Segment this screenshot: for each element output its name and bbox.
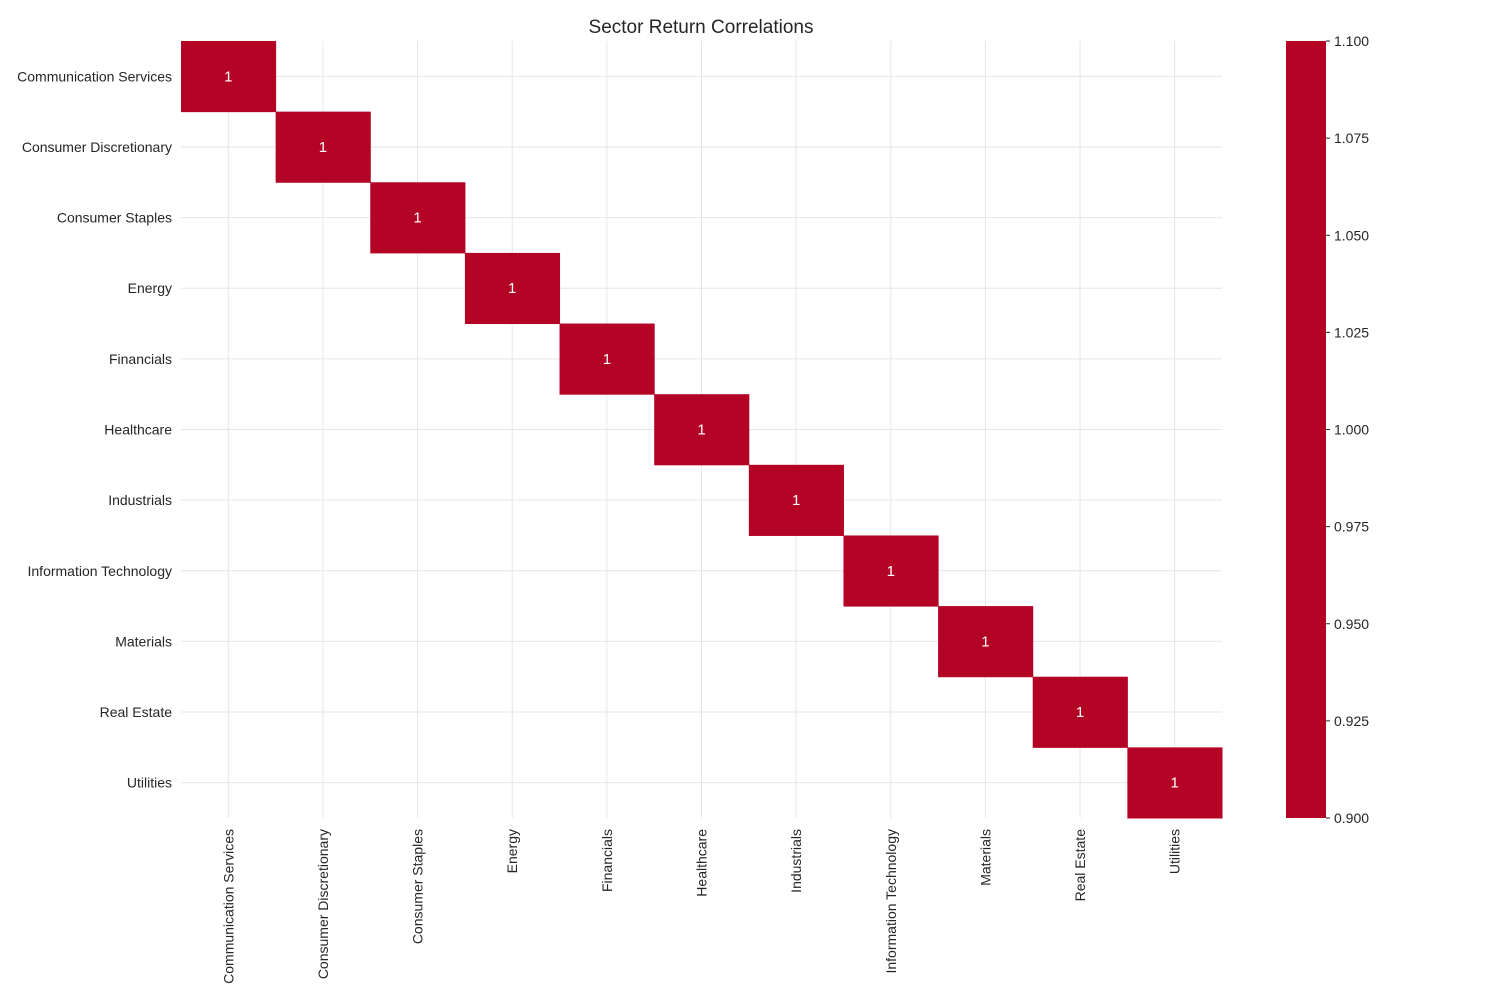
- cell-value-label: 1: [319, 139, 327, 156]
- heatmap-cell: [464, 252, 561, 325]
- y-tick-label: Communication Services: [17, 68, 172, 84]
- y-tick-label: Utilities: [127, 775, 172, 791]
- grid-lines: [181, 41, 1222, 818]
- heatmap-cell: [843, 535, 939, 607]
- x-tick-label: Utilities: [1167, 829, 1183, 874]
- colorbar-tick-label: 1.050: [1334, 227, 1369, 243]
- cell-value-label: 1: [1171, 775, 1179, 792]
- heatmap-cell: [654, 394, 750, 466]
- cell-value-label: 1: [603, 351, 611, 368]
- x-tick-label: Real Estate: [1072, 829, 1088, 902]
- heatmap-cell: [559, 323, 655, 395]
- x-tick-label: Materials: [977, 829, 993, 886]
- cell-value-label: 1: [508, 280, 516, 297]
- colorbar-tick-label: 1.075: [1334, 130, 1369, 146]
- x-tick-label: Industrials: [788, 829, 804, 893]
- cell-value-label: 1: [224, 68, 232, 85]
- colorbar-tick-label: 0.900: [1334, 810, 1369, 826]
- x-tick-label: Communication Services: [220, 829, 236, 984]
- x-tick-label: Healthcare: [694, 829, 710, 897]
- heatmap-cell: [275, 111, 371, 183]
- x-tick-label: Information Technology: [883, 829, 899, 974]
- y-tick-label: Industrials: [108, 492, 172, 508]
- heatmap-cell: [1032, 676, 1128, 748]
- y-tick-label: Consumer Discretionary: [22, 139, 172, 155]
- cell-value-label: 1: [981, 633, 989, 650]
- heatmap-cell: [370, 182, 466, 254]
- heatmap-cell: [181, 41, 277, 113]
- colorbar-tick-label: 1.100: [1334, 33, 1369, 49]
- y-tick-label: Financials: [109, 351, 172, 367]
- colorbar-tick-label: 0.975: [1334, 519, 1369, 535]
- x-tick-label: Financials: [599, 829, 615, 892]
- x-tick-label: Consumer Discretionary: [315, 829, 331, 979]
- colorbar: 0.900 0.925 0.950 0.975 1.000 1.025 1.050 1.075…: [1286, 33, 1369, 826]
- y-tick-label: Consumer Staples: [57, 210, 172, 226]
- colorbar-tick-label: 1.025: [1334, 324, 1369, 340]
- colorbar-tick-label: 0.950: [1334, 616, 1369, 632]
- y-tick-label: Information Technology: [28, 563, 173, 579]
- colorbar-tick-label: 0.925: [1334, 713, 1369, 729]
- cell-value-label: 1: [887, 563, 895, 580]
- colorbar-fill: [1286, 41, 1326, 818]
- y-tick-labels: Communication Services Consumer Discretio…: [17, 68, 172, 790]
- colorbar-tick-label: 1.000: [1334, 422, 1369, 438]
- heatmap-cell: [1127, 747, 1223, 819]
- cell-value-label: 1: [1076, 704, 1084, 721]
- chart-title: Sector Return Correlations: [589, 17, 814, 38]
- cell-value-label: 1: [697, 422, 705, 439]
- y-tick-label: Real Estate: [100, 704, 173, 720]
- y-tick-label: Healthcare: [104, 422, 172, 438]
- cell-value-label: 1: [413, 210, 421, 227]
- x-tick-label: Consumer Staples: [410, 829, 426, 944]
- y-tick-label: Materials: [115, 633, 172, 649]
- x-tick-label: Energy: [504, 829, 520, 873]
- y-tick-label: Energy: [128, 280, 172, 296]
- x-tick-labels: Communication Services Consumer Discretio…: [220, 829, 1182, 984]
- cell-value-label: 1: [792, 492, 800, 509]
- heatmap-cell: [748, 464, 844, 536]
- heatmap-cell: [938, 606, 1034, 678]
- heatmap-cells: 1 1 1 1 1 1 1 1 1 1 1: [181, 41, 1223, 819]
